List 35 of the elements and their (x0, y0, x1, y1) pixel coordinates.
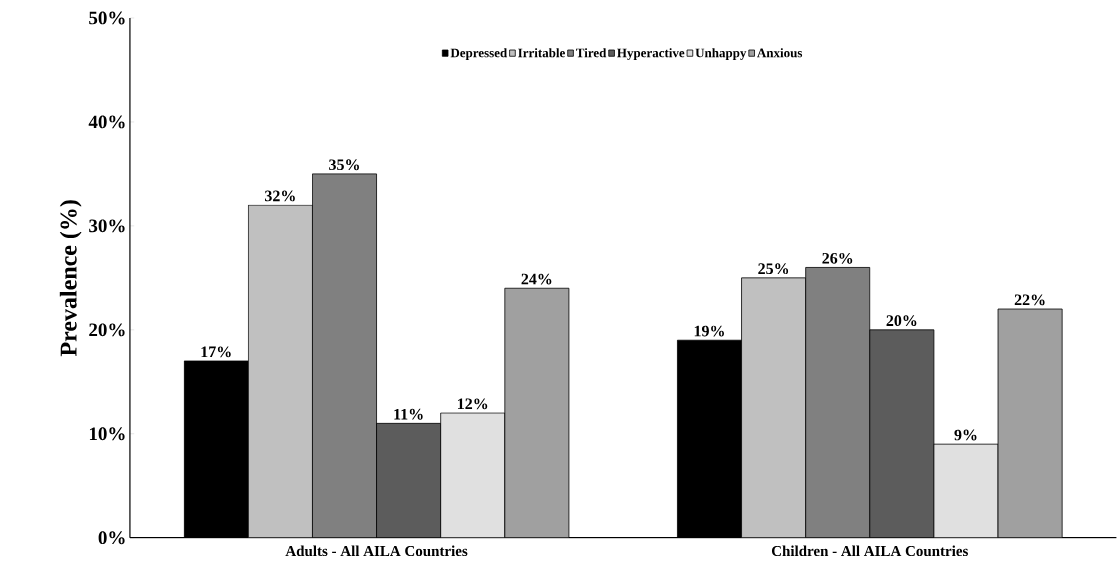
y-tick-label: 10% (89, 427, 125, 441)
bar (997, 308, 1063, 538)
bar (504, 288, 569, 538)
legend-label: Unhappy (695, 48, 747, 61)
data-label: 35% (329, 159, 359, 171)
x-tick-label: Adults - All AILA Countries (285, 545, 468, 557)
data-label: 9% (954, 429, 977, 441)
y-tick-label: 30% (89, 219, 125, 233)
legend-label: Irritable (518, 48, 565, 58)
bar (312, 174, 377, 538)
data-label: 24% (521, 273, 552, 285)
y-tick-label: 40% (88, 115, 125, 129)
data-label: 26% (822, 253, 853, 264)
x-tick-label: Children - All AILA Countries (771, 545, 968, 557)
data-label: 11% (394, 408, 423, 420)
data-label: 22% (1014, 294, 1045, 306)
bar (376, 423, 441, 538)
legend-label: Depressed (450, 48, 508, 61)
y-tick-label: 20% (89, 323, 125, 337)
legend-label: Tired (576, 48, 607, 58)
bar (805, 267, 871, 538)
data-label: 25% (758, 263, 789, 275)
data-label: 12% (458, 398, 488, 410)
bar (440, 413, 505, 538)
y-tick-label: 50% (89, 11, 125, 25)
legend-label: Hyperactive (617, 48, 685, 61)
data-label: 32% (264, 190, 295, 202)
data-label: 19% (694, 325, 724, 337)
bar (869, 329, 935, 538)
legend-label: Anxious (757, 48, 803, 58)
y-tick-label: 0% (98, 531, 125, 545)
data-label: 20% (886, 315, 917, 327)
y-axis-title: Prevalence (%) (59, 200, 82, 357)
bar (933, 443, 999, 538)
data-label: 17% (201, 346, 231, 358)
